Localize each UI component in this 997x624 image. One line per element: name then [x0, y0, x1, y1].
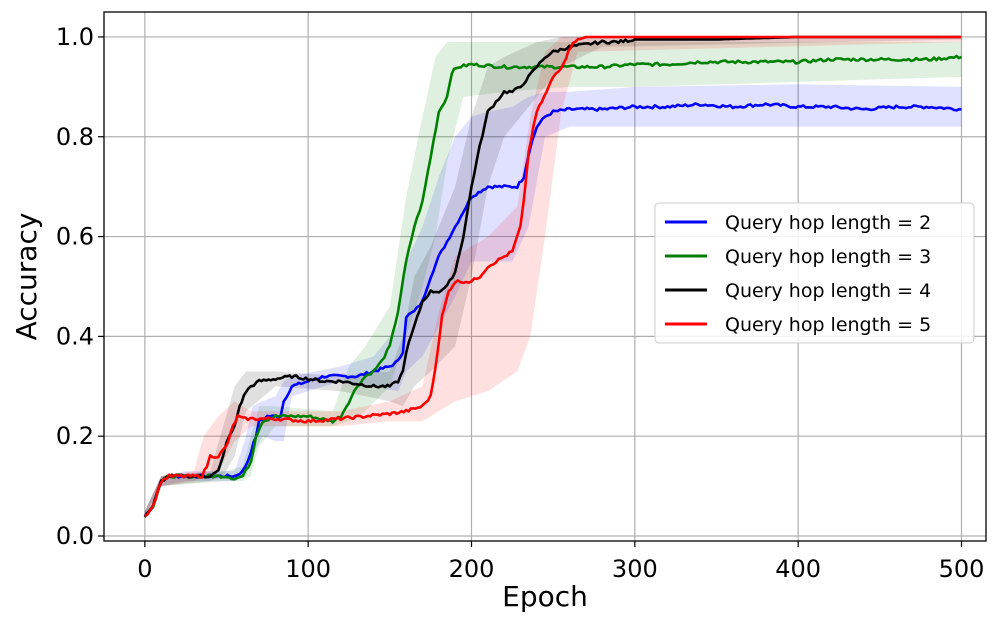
confidence-band — [144, 36, 962, 517]
y-tick-label: 1.0 — [56, 23, 94, 51]
confidence-band — [144, 41, 962, 517]
x-tick-label: 300 — [612, 555, 658, 583]
legend-label: Query hop length = 5 — [725, 314, 931, 336]
y-axis-label: Accuracy — [10, 213, 43, 341]
legend-label: Query hop length = 4 — [725, 280, 931, 302]
x-tick-label: 400 — [775, 555, 821, 583]
x-tick-labels: 0 100 200 300 400 500 — [137, 555, 984, 583]
x-axis-label: Epoch — [502, 580, 588, 613]
confidence-bands — [144, 36, 962, 517]
y-tick-labels: 0.0 0.2 0.4 0.6 0.8 1.0 — [56, 23, 94, 550]
y-tick-label: 0.6 — [56, 223, 94, 251]
plot-frame — [103, 11, 987, 542]
series-line — [144, 54, 963, 518]
confidence-band — [144, 36, 962, 517]
legend-box — [654, 202, 975, 344]
x-tick-label: 500 — [939, 555, 985, 583]
legend: Query hop length = 2 Query hop length = 3… — [654, 202, 975, 344]
y-tick-label: 0.2 — [56, 422, 94, 450]
confidence-band — [144, 84, 962, 517]
y-tick-label: 0.4 — [56, 322, 94, 350]
legend-label: Query hop length = 3 — [725, 246, 931, 268]
series-line — [143, 102, 962, 517]
y-tick-label: 0.0 — [56, 522, 94, 550]
x-tick-label: 0 — [137, 555, 152, 583]
series-line — [144, 35, 962, 518]
axis-ticks — [98, 36, 963, 547]
x-tick-label: 200 — [449, 555, 495, 583]
legend-label: Query hop length = 2 — [725, 212, 931, 234]
y-tick-label: 0.8 — [56, 123, 94, 151]
series-lines — [143, 35, 963, 518]
x-tick-label: 100 — [285, 555, 331, 583]
